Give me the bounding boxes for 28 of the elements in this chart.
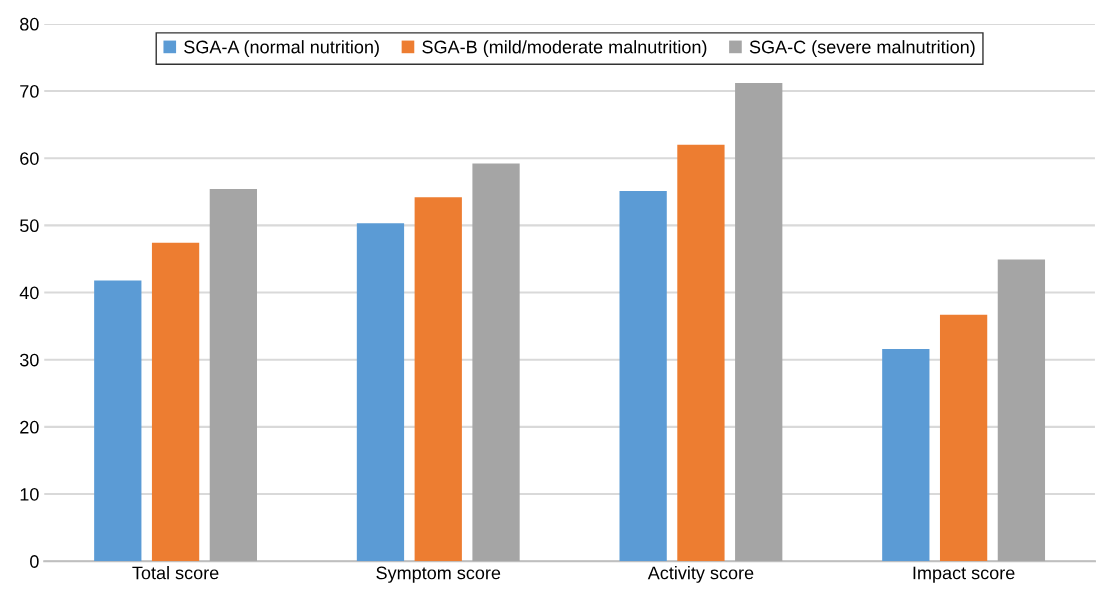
bar	[882, 348, 930, 562]
bar	[997, 259, 1046, 562]
y-tick-label: 60	[20, 152, 39, 165]
legend-label: SGA-B (mild/moderate malnutrition)	[422, 40, 707, 57]
x-tick-label: Total score	[132, 566, 219, 580]
y-tick-label: 80	[20, 17, 39, 31]
bar	[472, 163, 520, 562]
y-tick-label: 40	[19, 286, 39, 300]
bar	[94, 280, 142, 562]
bar	[414, 197, 462, 562]
bar	[735, 82, 783, 562]
x-tick-label: Impact score	[913, 566, 1015, 583]
bar	[151, 242, 200, 562]
bar	[209, 189, 258, 562]
y-tick-label: 30	[19, 353, 39, 367]
bar	[619, 191, 667, 562]
legend-label: SGA-C (severe malnutrition)	[749, 40, 975, 57]
x-tick-label: Activity score	[647, 566, 754, 583]
y-tick-label: 10	[20, 487, 39, 501]
y-tick-label: 50	[20, 219, 39, 233]
bar	[677, 144, 725, 562]
bar	[356, 223, 405, 562]
y-tick-label: 20	[20, 420, 39, 434]
x-tick-label: Symptom score	[376, 566, 501, 583]
bar	[939, 314, 988, 562]
y-tick-label: 70	[20, 84, 39, 98]
legend-label: SGA-A (normal nutrition)	[184, 40, 379, 57]
y-tick-label: 0	[30, 555, 39, 568]
